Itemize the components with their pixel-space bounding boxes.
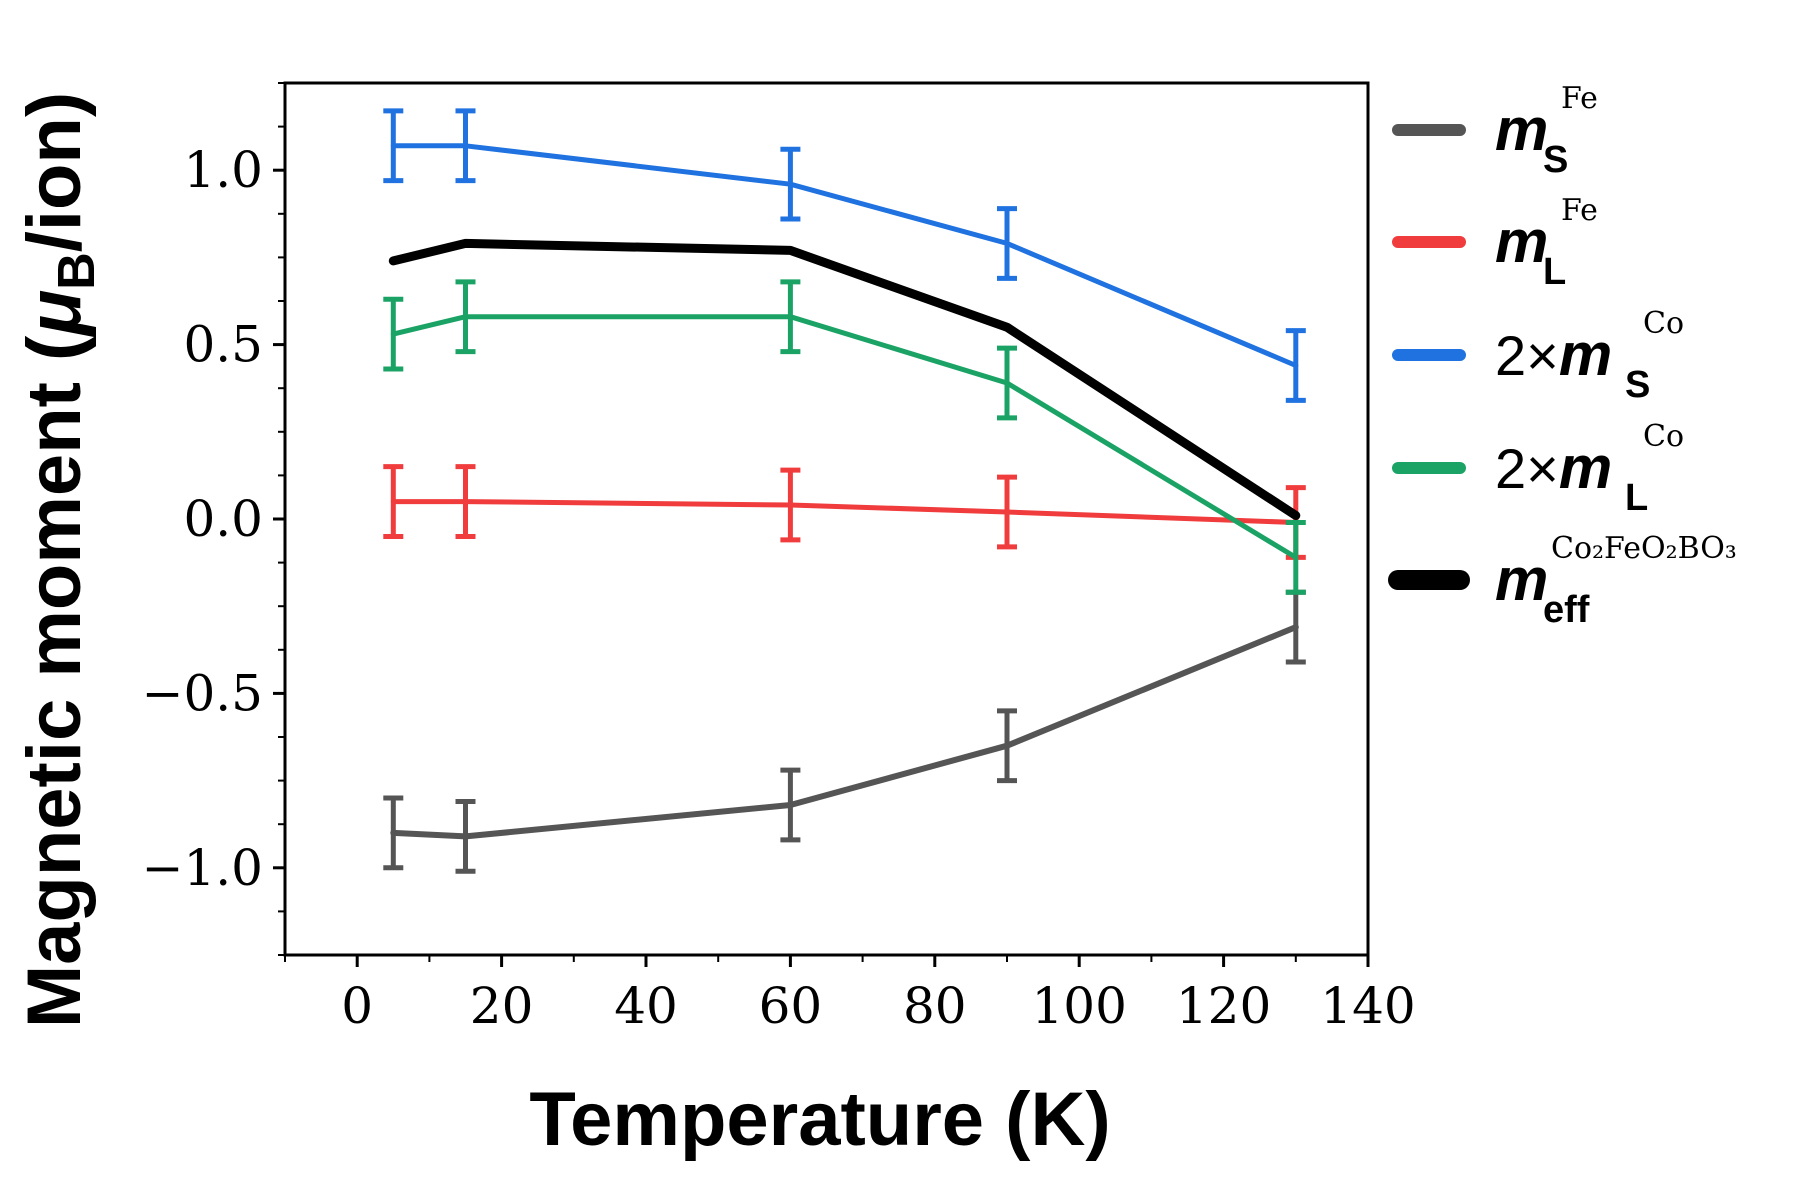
legend-prefix: 2× bbox=[1495, 437, 1559, 500]
x-tick-label: 120 bbox=[1176, 977, 1271, 1035]
legend-superscript: Fe bbox=[1561, 81, 1598, 116]
x-tick-label: 40 bbox=[614, 977, 678, 1035]
legend-subscript: S bbox=[1543, 139, 1568, 181]
y-tick-label: 0.0 bbox=[183, 490, 263, 548]
legend-label: m bbox=[1495, 546, 1548, 613]
y-tick-label: 1.0 bbox=[183, 141, 263, 199]
y-tick-label: −1.0 bbox=[142, 839, 263, 897]
legend-prefix: 2× bbox=[1495, 324, 1559, 387]
legend-subscript: L bbox=[1543, 251, 1566, 293]
y-axis-title-mu-sub: B bbox=[48, 252, 106, 290]
series-0 bbox=[383, 589, 1306, 874]
series-layer bbox=[383, 108, 1306, 874]
legend-superscript: Fe bbox=[1561, 193, 1598, 228]
x-tick-label: 80 bbox=[903, 977, 967, 1035]
legend-item: mL Fe bbox=[1392, 193, 1598, 293]
legend-superscript: Co bbox=[1643, 419, 1684, 454]
legend-item: 2×m SCo bbox=[1392, 306, 1684, 406]
series-3 bbox=[383, 279, 1306, 595]
legend-label: m bbox=[1495, 208, 1548, 275]
legend-subscript: L bbox=[1625, 477, 1648, 519]
y-axis-title-suffix: /ion) bbox=[12, 92, 97, 252]
x-tick-label: 100 bbox=[1031, 977, 1126, 1035]
series-4 bbox=[388, 238, 1301, 520]
y-tick-label: 0.5 bbox=[183, 316, 263, 374]
y-axis-title: Magnetic moment (μB/ion) bbox=[12, 92, 106, 1028]
legend-subscript: eff bbox=[1543, 589, 1590, 631]
legend-label: m bbox=[1495, 96, 1548, 163]
x-tick-label: 0 bbox=[341, 977, 373, 1035]
legend-label: 2×m bbox=[1495, 434, 1612, 501]
series-line bbox=[390, 624, 1299, 840]
legend-symbol: m bbox=[1495, 208, 1548, 275]
legend-item: 2×m LCo bbox=[1392, 419, 1684, 519]
y-axis-title-mu: μ bbox=[12, 290, 97, 338]
legend-symbol: m bbox=[1559, 321, 1612, 388]
axes bbox=[273, 81, 1370, 967]
x-axis-title: Temperature (K) bbox=[529, 1077, 1110, 1162]
legend-symbol: m bbox=[1495, 96, 1548, 163]
tick-labels: 0 20 40 60 80 100 120 140 −1.0 −0.5 0.0 0.5 1.0 bbox=[142, 141, 1416, 1035]
legend-superscript: Co bbox=[1643, 306, 1684, 341]
y-tick-label: −0.5 bbox=[142, 664, 263, 722]
series-line bbox=[390, 499, 1299, 525]
legend-item: mS Fe bbox=[1392, 81, 1598, 181]
legend-subscript: S bbox=[1625, 364, 1650, 406]
series-line bbox=[390, 314, 1299, 560]
legend-symbol: m bbox=[1495, 546, 1548, 613]
legend-symbol: m bbox=[1559, 434, 1612, 501]
legend-label: 2×m bbox=[1495, 321, 1612, 388]
series-2 bbox=[383, 108, 1306, 403]
legend-superscript: Co₂FeO₂BO₃ bbox=[1551, 531, 1737, 566]
x-tick-label: 20 bbox=[470, 977, 534, 1035]
svg-text:Magnetic moment (μB/ion): Magnetic moment (μB/ion) bbox=[12, 92, 106, 1028]
x-tick-label: 60 bbox=[759, 977, 823, 1035]
y-axis-title-prefix: Magnetic moment ( bbox=[12, 335, 97, 1028]
x-tick-label: 140 bbox=[1320, 977, 1415, 1035]
